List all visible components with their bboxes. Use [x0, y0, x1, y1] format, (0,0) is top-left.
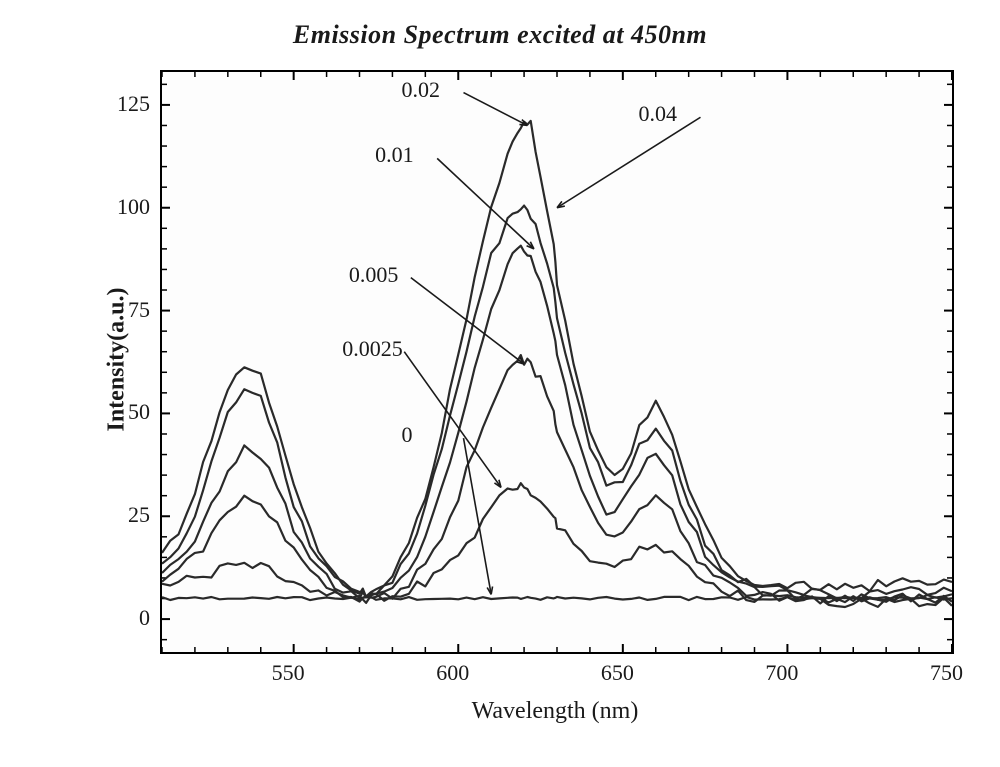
x-tick-label: 600	[436, 660, 469, 686]
plot-area	[160, 70, 954, 654]
series-annotation: 0	[402, 422, 413, 448]
y-axis-label: Intensity(a.u.)	[104, 287, 131, 431]
series-annotation: 0.01	[375, 142, 414, 168]
series-annotation: 0.0025	[342, 336, 403, 362]
plot-svg	[162, 72, 952, 652]
x-tick-label: 700	[765, 660, 798, 686]
x-tick-label: 750	[930, 660, 963, 686]
series-annotation: 0.02	[402, 77, 441, 103]
emission-spectrum-chart: Emission Spectrum excited at 450nm Inten…	[20, 20, 980, 747]
y-tick-label: 75	[128, 297, 150, 323]
y-tick-label: 0	[139, 605, 150, 631]
x-axis-label: Wavelength (nm)	[160, 698, 950, 725]
series-0.04	[162, 206, 952, 599]
y-tick-label: 125	[117, 91, 150, 117]
y-tick-label: 100	[117, 194, 150, 220]
y-tick-label: 25	[128, 502, 150, 528]
series-0.01	[162, 246, 952, 603]
series-annotation: 0.04	[639, 101, 678, 127]
y-tick-label: 50	[128, 399, 150, 425]
series-0.005	[162, 355, 952, 603]
series-annotation: 0.005	[349, 262, 399, 288]
x-tick-label: 550	[272, 660, 305, 686]
chart-title: Emission Spectrum excited at 450nm	[20, 20, 980, 50]
x-tick-label: 650	[601, 660, 634, 686]
